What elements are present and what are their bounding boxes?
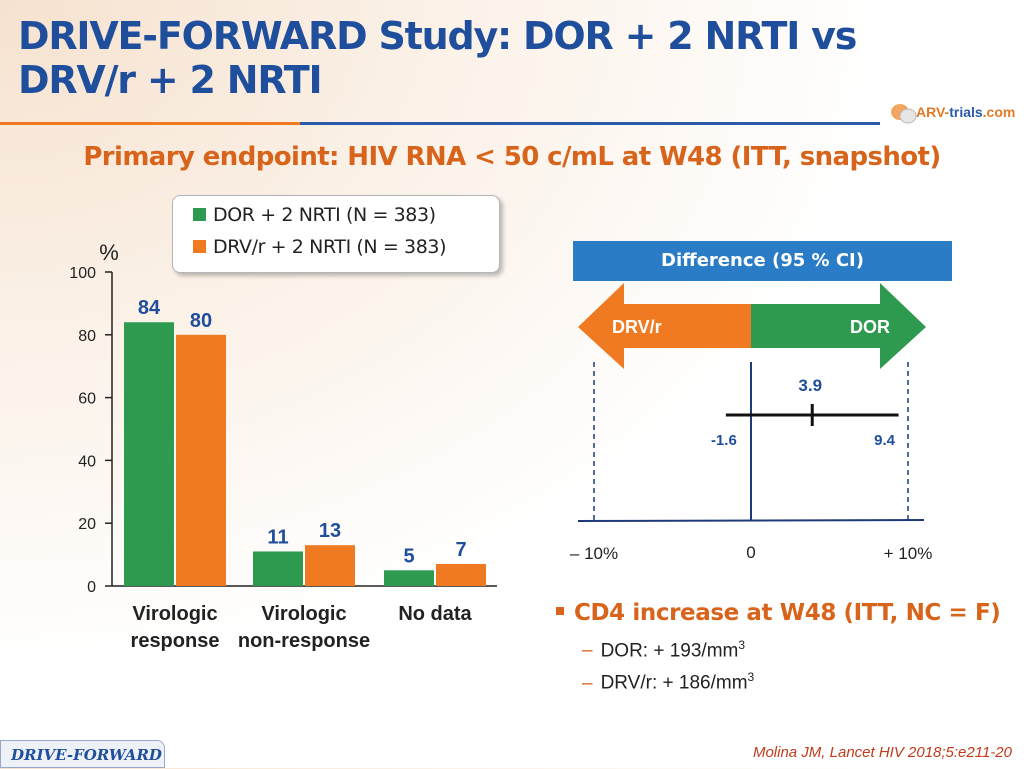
- ci-high-label: 9.4: [874, 432, 896, 449]
- legend-item-dor: DOR + 2 NRTI (N = 383): [193, 204, 436, 226]
- x-axis: [577, 519, 925, 522]
- ci-low-label: -1.6: [711, 432, 737, 449]
- arv-trials-logo-icon: [891, 104, 917, 124]
- bar-dor: [253, 551, 303, 586]
- logo-part3: .com: [982, 104, 1016, 120]
- y-tick-label: 40: [78, 453, 96, 470]
- category-label: non-response: [238, 630, 370, 652]
- dash-bullet-icon: –: [582, 672, 593, 694]
- point-estimate-label: 3.9: [798, 376, 822, 395]
- category-label: No data: [398, 603, 472, 625]
- bar-drv: [436, 564, 486, 586]
- arrow-label-dor: DOR: [850, 317, 890, 337]
- bar-drv: [176, 334, 226, 586]
- citation: Molina JM, Lancet HIV 2018;5:e211-20: [752, 744, 1012, 761]
- x-tick-label: – 10%: [570, 544, 618, 563]
- logo-part2: trials: [949, 104, 983, 120]
- y-tick-label: 80: [78, 328, 96, 345]
- legend-swatch-dor: [193, 208, 206, 221]
- cd4-item-dor-sup: 3: [738, 638, 746, 652]
- cd4-item-dor-text: DOR: + 193/mm: [600, 640, 739, 662]
- bar-value-label: 84: [138, 297, 161, 319]
- bar-dor: [384, 570, 434, 586]
- legend-swatch-drv: [193, 240, 206, 253]
- cd4-item-dor: – DOR: + 193/mm3: [582, 638, 1000, 662]
- chart-legend: DOR + 2 NRTI (N = 383) DRV/r + 2 NRTI (N…: [172, 195, 500, 273]
- category-label: Virologic: [261, 603, 346, 625]
- bullet-square-icon: [556, 607, 564, 615]
- bar-value-label: 80: [190, 310, 212, 332]
- category-label: Virologic: [132, 603, 217, 625]
- slide-title: DRIVE-FORWARD Study: DOR + 2 NRTI vs DRV…: [18, 14, 857, 102]
- bar-chart: % 0 20 40 60 80 100 84 11 5 80 13 7 Virologic response…: [69, 240, 497, 652]
- cd4-section: CD4 increase at W48 (ITT, NC = F) – DOR: …: [556, 600, 1001, 695]
- y-tick-label: 60: [78, 391, 96, 408]
- x-tick-label: 0: [746, 543, 755, 562]
- bar-value-label: 5: [403, 545, 414, 567]
- cd4-title-text: CD4 increase at W48 (ITT, NC = F): [574, 600, 1001, 626]
- cd4-item-drv-text: DRV/r: + 186/mm: [600, 672, 748, 694]
- bar-value-label: 11: [267, 526, 288, 548]
- bar-dor: [124, 322, 174, 586]
- arrow-right-dor: [751, 283, 926, 369]
- cd4-item-drv: – DRV/r: + 186/mm3: [582, 670, 1000, 694]
- category-label: response: [131, 630, 220, 652]
- logo-part1: ARV-: [916, 104, 950, 120]
- bar-drv: [305, 545, 355, 586]
- legend-label-drv: DRV/r + 2 NRTI (N = 383): [213, 236, 447, 258]
- logo-wordmark: ARV-trials.com: [916, 104, 1015, 120]
- y-tick-label: 100: [69, 265, 96, 282]
- x-tick-label: + 10%: [884, 544, 933, 563]
- dash-bullet-icon: –: [582, 640, 593, 662]
- cd4-title: CD4 increase at W48 (ITT, NC = F): [556, 600, 1001, 626]
- ci-header: Difference (95 % CI): [573, 241, 952, 281]
- y-unit-label: %: [99, 240, 119, 265]
- bar-value-label: 7: [455, 539, 466, 561]
- legend-label-dor: DOR + 2 NRTI (N = 383): [213, 204, 436, 226]
- forest-chart: DRV/r DOR 3.9 -1.6 9.4 – 10% 0 + 10%: [570, 283, 933, 563]
- bar-value-label: 13: [319, 520, 341, 542]
- title-rule-blue: [300, 122, 880, 125]
- y-tick-label: 20: [78, 516, 96, 533]
- footer-study-tag: DRIVE-FORWARD: [0, 740, 165, 768]
- arrow-left-drv: [578, 283, 751, 369]
- subtitle: Primary endpoint: HIV RNA < 50 c/mL at W…: [83, 142, 941, 172]
- cd4-item-drv-sup: 3: [747, 670, 755, 685]
- legend-item-drv: DRV/r + 2 NRTI (N = 383): [193, 236, 447, 258]
- y-tick-label: 0: [87, 579, 96, 596]
- arrow-label-drv: DRV/r: [612, 317, 662, 337]
- title-rule-orange: [0, 122, 300, 125]
